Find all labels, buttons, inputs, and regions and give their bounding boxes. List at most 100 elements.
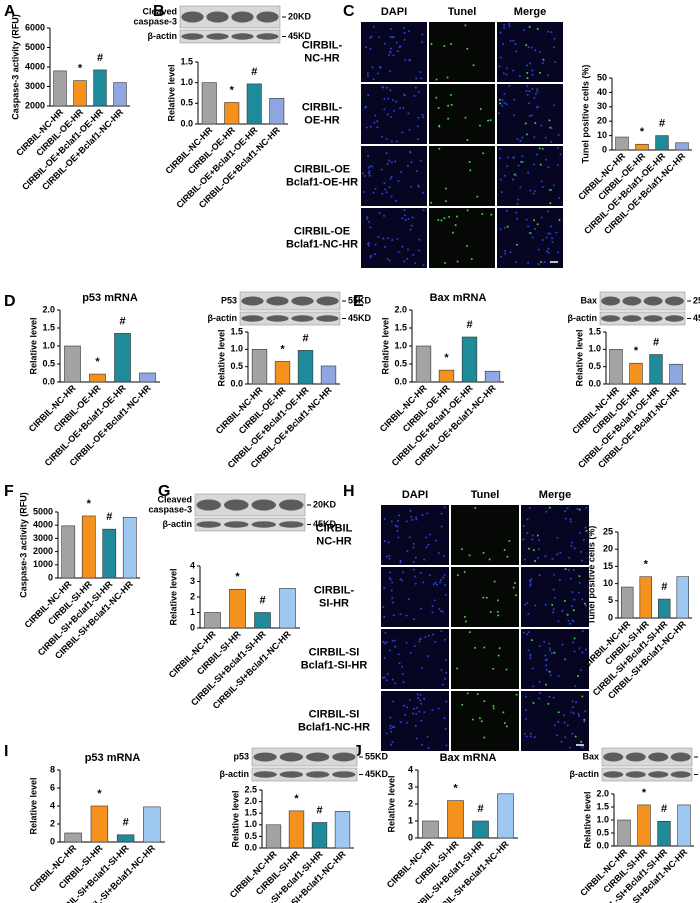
bar: [629, 362, 643, 385]
cell-dot: [409, 651, 412, 654]
bar: [102, 528, 117, 579]
cell-dot: [533, 228, 536, 231]
cell-dot: [567, 568, 570, 571]
cell-dot: [465, 244, 468, 247]
blot-band: [196, 521, 221, 528]
cell-dot: [412, 546, 415, 549]
blot-band: [603, 771, 624, 778]
significance-mark: *: [280, 343, 285, 355]
blot-band: [256, 11, 279, 23]
blot-size: 45KD: [313, 519, 337, 529]
cell-dot: [558, 218, 561, 221]
cell-dot: [533, 136, 536, 139]
cell-dot: [537, 248, 540, 251]
cell-dot: [557, 620, 560, 623]
blot-band: [181, 11, 204, 23]
cell-dot: [389, 28, 392, 31]
cell-dot: [583, 718, 586, 721]
y-tick-label: 1.5: [180, 56, 193, 66]
cell-dot: [503, 24, 506, 27]
cell-dot: [472, 64, 475, 67]
cell-dot: [370, 254, 373, 257]
cell-dot: [578, 647, 581, 650]
cell-dot: [529, 732, 532, 735]
cell-dot: [403, 214, 406, 217]
micrograph: [429, 146, 495, 206]
y-tick-label: 0.5: [588, 361, 601, 371]
cell-dot: [545, 250, 548, 253]
cell-dot: [455, 215, 458, 218]
cell-dot: [421, 513, 424, 516]
cell-dot: [403, 714, 406, 717]
bar: [497, 793, 514, 839]
cell-dot: [444, 261, 447, 264]
cell-dot: [482, 596, 485, 599]
cell-dot: [522, 160, 525, 163]
cell-dot: [501, 104, 504, 107]
cell-dot: [419, 159, 422, 162]
panel-letter: G: [158, 483, 170, 500]
y-tick-label: 50: [597, 72, 607, 82]
cell-dot: [564, 736, 567, 739]
cell-dot: [581, 695, 584, 698]
cell-dot: [584, 710, 587, 713]
cell-dot: [499, 178, 502, 181]
y-tick-label: 2.0: [596, 788, 609, 798]
cell-dot: [405, 520, 408, 523]
cell-dot: [426, 735, 429, 738]
blot-size: 45KD: [365, 769, 389, 779]
cell-dot: [527, 631, 530, 634]
cell-dot: [383, 108, 386, 111]
cell-dot: [390, 175, 393, 178]
blot-band: [291, 296, 314, 306]
cell-dot: [580, 559, 583, 562]
y-tick-label: 2.0: [244, 796, 257, 806]
cell-dot: [497, 614, 500, 617]
cell-dot: [463, 615, 466, 618]
cell-dot: [385, 555, 388, 558]
cell-dot: [460, 548, 463, 551]
cell-dot: [397, 536, 400, 539]
cell-dot: [492, 667, 495, 670]
cell-dot: [557, 133, 560, 136]
cell-dot: [392, 614, 395, 617]
cell-dot: [513, 156, 516, 159]
y-tick-label: 1: [190, 607, 195, 617]
cell-dot: [555, 231, 558, 234]
cell-dot: [445, 744, 448, 747]
cell-dot: [408, 536, 411, 539]
cell-dot: [516, 202, 519, 205]
cell-dot: [513, 98, 516, 101]
cell-dot: [526, 93, 529, 96]
y-tick-label: 0: [602, 144, 607, 154]
cell-dot: [395, 140, 398, 143]
cell-dot: [570, 544, 573, 547]
micrograph: [451, 629, 519, 689]
cell-dot: [536, 88, 539, 91]
cell-dot: [503, 102, 506, 105]
cell-dot: [367, 172, 370, 175]
chart-title: Bax mRNA: [430, 292, 487, 304]
y-axis-label: Tunel positive cells (%): [586, 526, 596, 625]
cell-dot: [524, 122, 527, 125]
cell-dot: [385, 152, 388, 155]
cell-dot: [402, 106, 405, 109]
cell-dot: [493, 580, 496, 583]
cell-dot: [468, 160, 471, 163]
cell-dot: [534, 559, 537, 562]
micrograph: [361, 208, 427, 268]
bar: [116, 834, 135, 843]
cell-dot: [389, 89, 392, 92]
row-label: CIRBIL-SI: [309, 708, 360, 720]
cell-dot: [551, 240, 554, 243]
cell-dot: [480, 720, 483, 723]
blot-band: [648, 752, 669, 762]
cell-dot: [530, 46, 533, 49]
cell-dot: [502, 72, 505, 75]
cell-dot: [383, 517, 386, 520]
cell-dot: [541, 239, 544, 242]
cell-dot: [548, 189, 551, 192]
cell-dot: [421, 743, 424, 746]
cell-dot: [438, 124, 441, 127]
blot-band: [670, 771, 691, 778]
